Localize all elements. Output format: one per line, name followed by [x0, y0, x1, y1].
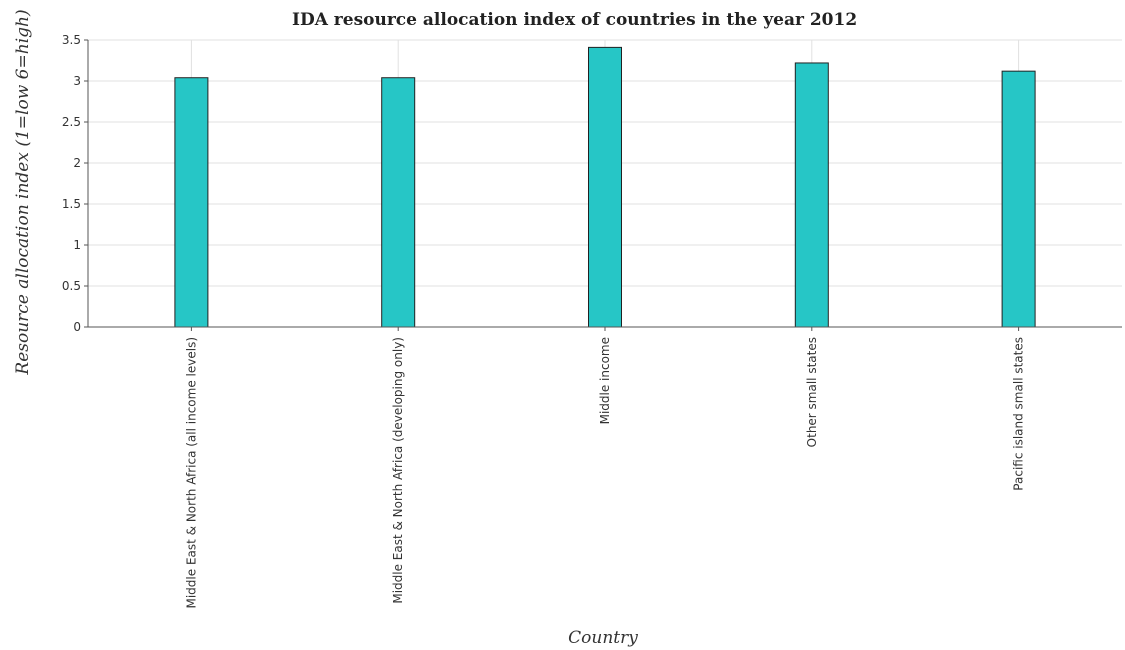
y-tick-label: 0	[73, 320, 81, 334]
y-tick-label: 3.5	[62, 33, 81, 47]
x-tick-label: Middle income	[598, 337, 612, 424]
x-tick-label: Other small states	[805, 337, 819, 447]
bar	[1001, 70, 1036, 328]
y-tick-label: 2.5	[62, 115, 81, 129]
x-tick-label: Pacific island small states	[1012, 337, 1026, 491]
bars	[174, 46, 1036, 328]
chart-title: IDA resource allocation index of countri…	[292, 10, 857, 30]
y-tick-label: 1	[73, 238, 81, 252]
bar	[794, 62, 829, 328]
x-tick-label: Middle East & North Africa (developing o…	[391, 337, 405, 604]
y-tick-label: 3	[73, 74, 81, 88]
bar	[381, 77, 416, 328]
bar	[588, 46, 622, 328]
y-tick-label: 1.5	[62, 197, 81, 211]
y-tick-label: 0.5	[62, 279, 81, 293]
bar	[174, 77, 209, 328]
y-axis-title: Resource allocation index (1=low 6=high)	[13, 9, 33, 375]
y-axis-ticks: 0 0.5 1 1.5 2 2.5 3 3.5	[62, 33, 88, 334]
x-axis-title: Country	[568, 628, 638, 648]
x-axis-ticks: Middle East & North Africa (all income l…	[184, 327, 1026, 609]
x-tick-label: Middle East & North Africa (all income l…	[184, 337, 198, 609]
y-tick-label: 2	[73, 156, 81, 170]
